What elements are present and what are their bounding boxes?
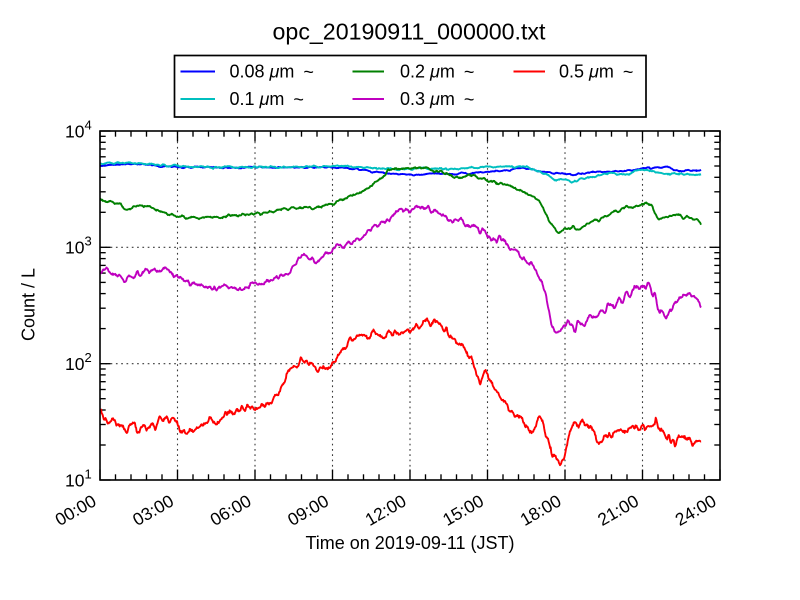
- svg-text:0.2 μm~: 0.2 μm ~: [400, 62, 474, 83]
- svg-text:0.1 μm~: 0.1 μm ~: [230, 89, 304, 110]
- svg-text:Time on 2019-09-11 (JST): Time on 2019-09-11 (JST): [305, 533, 514, 553]
- svg-text:0.08 μm~: 0.08 μm ~: [230, 62, 314, 83]
- svg-text:0.5 μm~: 0.5 μm ~: [559, 62, 633, 83]
- svg-text:opc_20190911_000000.txt: opc_20190911_000000.txt: [273, 19, 546, 45]
- svg-text:0.3 μm~: 0.3 μm ~: [400, 89, 474, 110]
- svg-text:Count / L: Count / L: [19, 268, 39, 341]
